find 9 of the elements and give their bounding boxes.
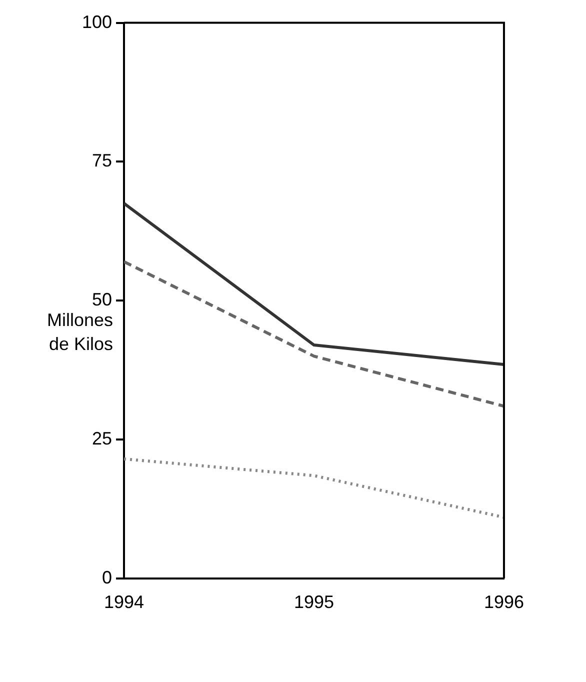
y-axis-title: Millones de Kilos — [46, 309, 113, 356]
y-tick-label: 50 — [92, 290, 112, 310]
y-tick-label: 100 — [82, 12, 112, 32]
y-tick-label: 0 — [102, 567, 112, 588]
x-tick-label: 1996 — [484, 592, 524, 612]
y-tick-label: 25 — [92, 428, 112, 448]
x-tick-label: 1995 — [294, 592, 334, 612]
y-tick-label: 75 — [92, 150, 112, 171]
x-tick-label: 1994 — [104, 592, 144, 612]
